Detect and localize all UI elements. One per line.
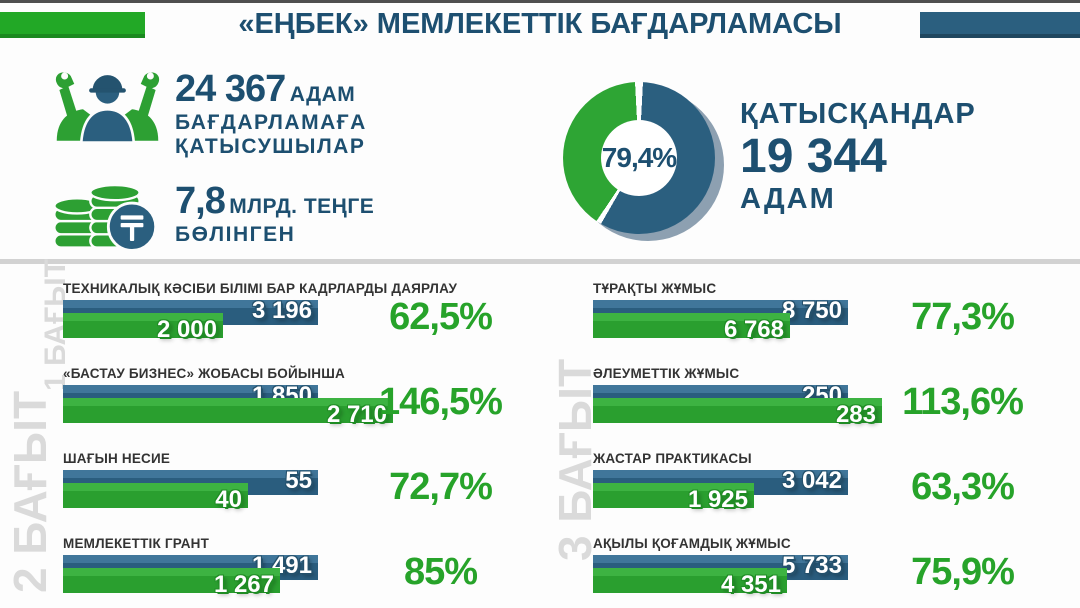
donut-caption: ҚАТЫСҚАНДАР 19 344 АДАМ [740,98,976,216]
funding-number: 7,8 [175,180,226,222]
fact-bar: 6 768 [593,313,790,343]
program-label: ТҰРАҚТЫ ЖҰМЫС [593,281,717,296]
participants-stat: 24 367 АДАМ БАҒДАРЛАМАҒА ҚАТЫСУШЫЛАР [175,68,367,159]
program-row: ТЕХНИКАЛЫҚ КӘСІБИ БІЛІМІ БАР КАДРЛАРДЫ Д… [63,280,523,365]
percent-value: 75,9% [911,551,1015,593]
fact-bar: 1 925 [593,483,754,513]
program-label: ТЕХНИКАЛЫҚ КӘСІБИ БІЛІМІ БАР КАДРЛАРДЫ Д… [63,281,458,296]
top-border-line [0,0,1080,3]
participants-unit: АДАМ [289,83,356,106]
program-label: «БАСТАУ БИЗНЕС» ЖОБАСЫ БОЙЫНША [63,366,345,381]
donut-caption-unit: АДАМ [740,183,836,215]
percent-value: 62,5% [389,296,493,338]
direction-label-2: 2 БАҒЫТ [4,390,56,594]
fact-bar: 2 710 [63,398,393,428]
percent-value: 72,7% [389,466,493,508]
donut-chart: 79,4% [563,82,733,248]
bar-group: 1 491 1 267 [63,552,523,608]
tenge-coins-icon [48,168,163,263]
program-label: МЕМЛЕКЕТТІК ГРАНТ [63,536,210,551]
program-label: АҚЫЛЫ ҚОҒАМДЫҚ ЖҰМЫС [593,536,791,551]
bar-group: 1 850 2 710 [63,382,523,440]
program-row: ЖАСТАР ПРАКТИКАСЫ 3 042 1 925 63,3% [593,450,1045,535]
participants-line-1: БАҒДАРЛАМАҒА [175,111,367,134]
fact-bar: 40 [63,483,248,513]
bar-group: 250 283 [593,382,1045,440]
program-row: АҚЫЛЫ ҚОҒАМДЫҚ ЖҰМЫС 5 733 4 351 75,9% [593,535,1045,608]
bar-group: 55 40 [63,467,523,525]
program-row: «БАСТАУ БИЗНЕС» ЖОБАСЫ БОЙЫНША 1 850 2 7… [63,365,523,450]
donut-caption-number: 19 344 [740,130,887,183]
plan-value: 55 [285,467,312,494]
participants-number: 24 367 [175,68,286,110]
donut-center-label: 79,4% [601,120,677,196]
fact-bar: 4 351 [593,568,787,598]
funding-stat: 7,8 МЛРД. ТЕҢГЕ БӨЛІНГЕН [175,180,374,247]
fact-bar: 1 267 [63,568,280,598]
page-title: «ЕҢБЕК» МЕМЛЕКЕТТІК БАҒДАРЛАМАСЫ [238,8,842,40]
funding-line-1: БӨЛІНГЕН [175,223,296,246]
program-label: ӘЛЕУМЕТТІК ЖҰМЫС [593,366,740,381]
fact-bar: 283 [593,398,882,428]
program-row: МЕМЛЕКЕТТІК ГРАНТ 1 491 1 267 85% [63,535,523,608]
fact-value: 40 [215,486,242,513]
chart-column-right: ТҰРАҚТЫ ЖҰМЫС 8 750 6 768 77,3% ӘЛЕУМЕТТ… [593,280,1045,608]
plan-value: 3 196 [251,297,312,324]
program-row: ӘЛЕУМЕТТІК ЖҰМЫС 250 283 113,6% [593,365,1045,450]
header-accent-bar-right [920,12,1080,38]
fact-value: 2 710 [326,401,387,428]
bar-group: 8 750 6 768 [593,297,1045,355]
percent-value: 146,5% [379,381,503,423]
funding-unit: МЛРД. ТЕҢГЕ [229,195,375,218]
program-label: ЖАСТАР ПРАКТИКАСЫ [593,451,752,466]
header-accent-bar-left [0,12,145,38]
program-row: ШАҒЫН НЕСИЕ 55 40 72,7% [63,450,523,535]
percent-value: 85% [403,551,478,593]
bar-group: 5 733 4 351 [593,552,1045,608]
fact-value: 6 768 [723,316,784,343]
chart-column-left: ТЕХНИКАЛЫҚ КӘСІБИ БІЛІМІ БАР КАДРЛАРДЫ Д… [63,280,523,608]
percent-value: 77,3% [911,296,1015,338]
program-row: ТҰРАҚТЫ ЖҰМЫС 8 750 6 768 77,3% [593,280,1045,365]
fact-value: 1 925 [687,486,748,513]
plan-value: 8 750 [781,297,842,324]
fact-value: 4 351 [720,571,781,598]
bar-group: 3 042 1 925 [593,467,1045,525]
fact-value: 283 [835,401,876,428]
bar-group: 3 196 2 000 [63,297,523,355]
workers-icon [55,60,160,160]
participants-line-2: ҚАТЫСУШЫЛАР [175,135,366,158]
program-label: ШАҒЫН НЕСИЕ [63,451,171,466]
fact-value: 2 000 [156,316,217,343]
section-divider [0,259,1080,264]
plan-value: 3 042 [781,467,842,494]
percent-value: 63,3% [911,466,1015,508]
plan-value: 5 733 [781,552,842,579]
fact-bar: 2 000 [63,313,223,343]
fact-value: 1 267 [213,571,274,598]
donut-caption-title: ҚАТЫСҚАНДАР [740,98,976,130]
percent-value: 113,6% [902,381,1024,423]
